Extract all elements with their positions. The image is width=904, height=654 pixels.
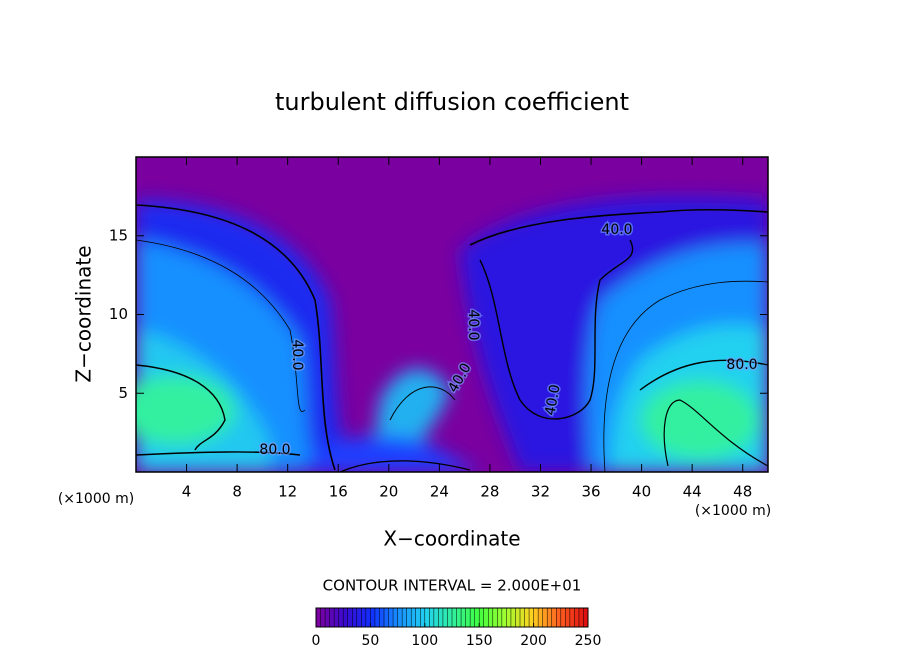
y-tick-label: 10 [109, 305, 128, 323]
colorbar-cell [551, 608, 557, 627]
colorbar-cell [433, 608, 439, 627]
colorbar-cell [384, 608, 389, 627]
colorbar-cell [474, 608, 480, 627]
colorbar-cell [316, 608, 321, 627]
footer: CONTOUR INTERVAL = 2.000E+01 [323, 577, 582, 595]
y-axis-label: Z−coordinate [72, 245, 96, 382]
colorbar-cell [347, 608, 353, 627]
colorbar-cell [352, 608, 358, 627]
contour-label: 40.0 [601, 222, 632, 238]
x-tick-label: 44 [683, 483, 702, 501]
x-tick-label: 28 [480, 483, 499, 501]
colorbar-cell [492, 608, 498, 627]
x-unit-label: (×1000 m) [58, 491, 134, 507]
colorbar-cell [424, 608, 430, 627]
colorbar-cell [497, 608, 503, 627]
x-tick-label: 20 [379, 483, 398, 501]
colorbar-cell [406, 608, 412, 627]
colorbar-cell [343, 608, 349, 627]
x-tick-label: 36 [581, 483, 600, 501]
chart-title: turbulent diffusion coefficient [275, 88, 629, 116]
colorbar-cell [488, 608, 494, 627]
colorbar-cell [365, 608, 371, 627]
colorbar-cell [583, 608, 589, 627]
colorbar-cell [374, 608, 380, 627]
colorbar-cell [524, 608, 530, 627]
colorbar-cell [379, 608, 385, 627]
colorbar-cell [370, 608, 376, 627]
colorbar-cell [447, 608, 453, 627]
colorbar-cell [520, 608, 525, 627]
colorbar-cell [506, 608, 512, 627]
x-tick-label: 8 [232, 483, 242, 501]
x-axis-label: X−coordinate [383, 527, 520, 551]
colorbar-cell [529, 608, 534, 627]
colorbar-tick-label: 250 [575, 633, 602, 649]
colorbar-cell [501, 608, 507, 627]
contour-label: 80.0 [259, 442, 290, 458]
colorbar-tick-label: 200 [520, 633, 547, 649]
colorbar-cell [574, 608, 580, 627]
x-unit-label: (×1000 m) [695, 503, 771, 519]
colorbar-cell [393, 608, 398, 627]
colorbar-cell [470, 608, 475, 627]
colorbar-cell [547, 608, 553, 627]
colorbar-cell [452, 608, 457, 627]
x-tick-label: 12 [278, 483, 297, 501]
colorbar-cell [334, 608, 339, 627]
colorbar-cell [560, 608, 566, 627]
colorbar-cell [538, 608, 543, 627]
colorbar-cell [461, 608, 466, 627]
colorbar-cell [338, 608, 344, 627]
colorbar-cell [510, 608, 516, 627]
colorbar-cell [465, 608, 471, 627]
colorbar-cell [429, 608, 435, 627]
colorbar-cell [420, 608, 426, 627]
colorbar-cell [479, 608, 485, 627]
x-tick-label: 48 [733, 483, 752, 501]
y-tick-label: 5 [118, 384, 128, 402]
x-tick-label: 24 [430, 483, 449, 501]
colorbar-cell [411, 608, 417, 627]
colorbar-cell [442, 608, 448, 627]
colorbar-tick-label: 50 [361, 633, 379, 649]
colorbar-cell [565, 608, 571, 627]
colorbar-cell [569, 608, 575, 627]
colorbar-cell [402, 608, 407, 627]
colorbar-cell [533, 608, 539, 627]
colorbar-cell [329, 608, 335, 627]
colorbar-cell [388, 608, 394, 627]
colorbar-cell [438, 608, 444, 627]
colorbar-cell [415, 608, 421, 627]
x-tick-label: 16 [329, 483, 348, 501]
contour-label: 80.0 [726, 357, 757, 373]
colorbar-cell [515, 608, 521, 627]
colorbar-cell [320, 608, 326, 627]
colorbar-cell [456, 608, 462, 627]
x-tick-label: 4 [182, 483, 192, 501]
colorbar-cell [325, 608, 330, 627]
colorbar-tick-label: 150 [466, 633, 493, 649]
colorbar-frame [315, 607, 589, 628]
colorbar-cell [356, 608, 362, 627]
contour-label: 40.0 [465, 309, 481, 340]
x-tick-label: 32 [531, 483, 550, 501]
colorbar-cell [556, 608, 562, 627]
colorbar-tick-label: 100 [411, 633, 438, 649]
colorbar-cell [578, 608, 584, 627]
contour-label: 40.0 [289, 339, 305, 370]
y-tick-label: 15 [109, 226, 128, 244]
colorbar-tick-label: 0 [312, 633, 321, 649]
colorbar-cell [361, 608, 367, 627]
colorbar-cell [397, 608, 403, 627]
colorbar-cell [483, 608, 489, 627]
colorbar-cell [542, 608, 548, 627]
x-tick-label: 40 [632, 483, 651, 501]
field [136, 157, 768, 472]
